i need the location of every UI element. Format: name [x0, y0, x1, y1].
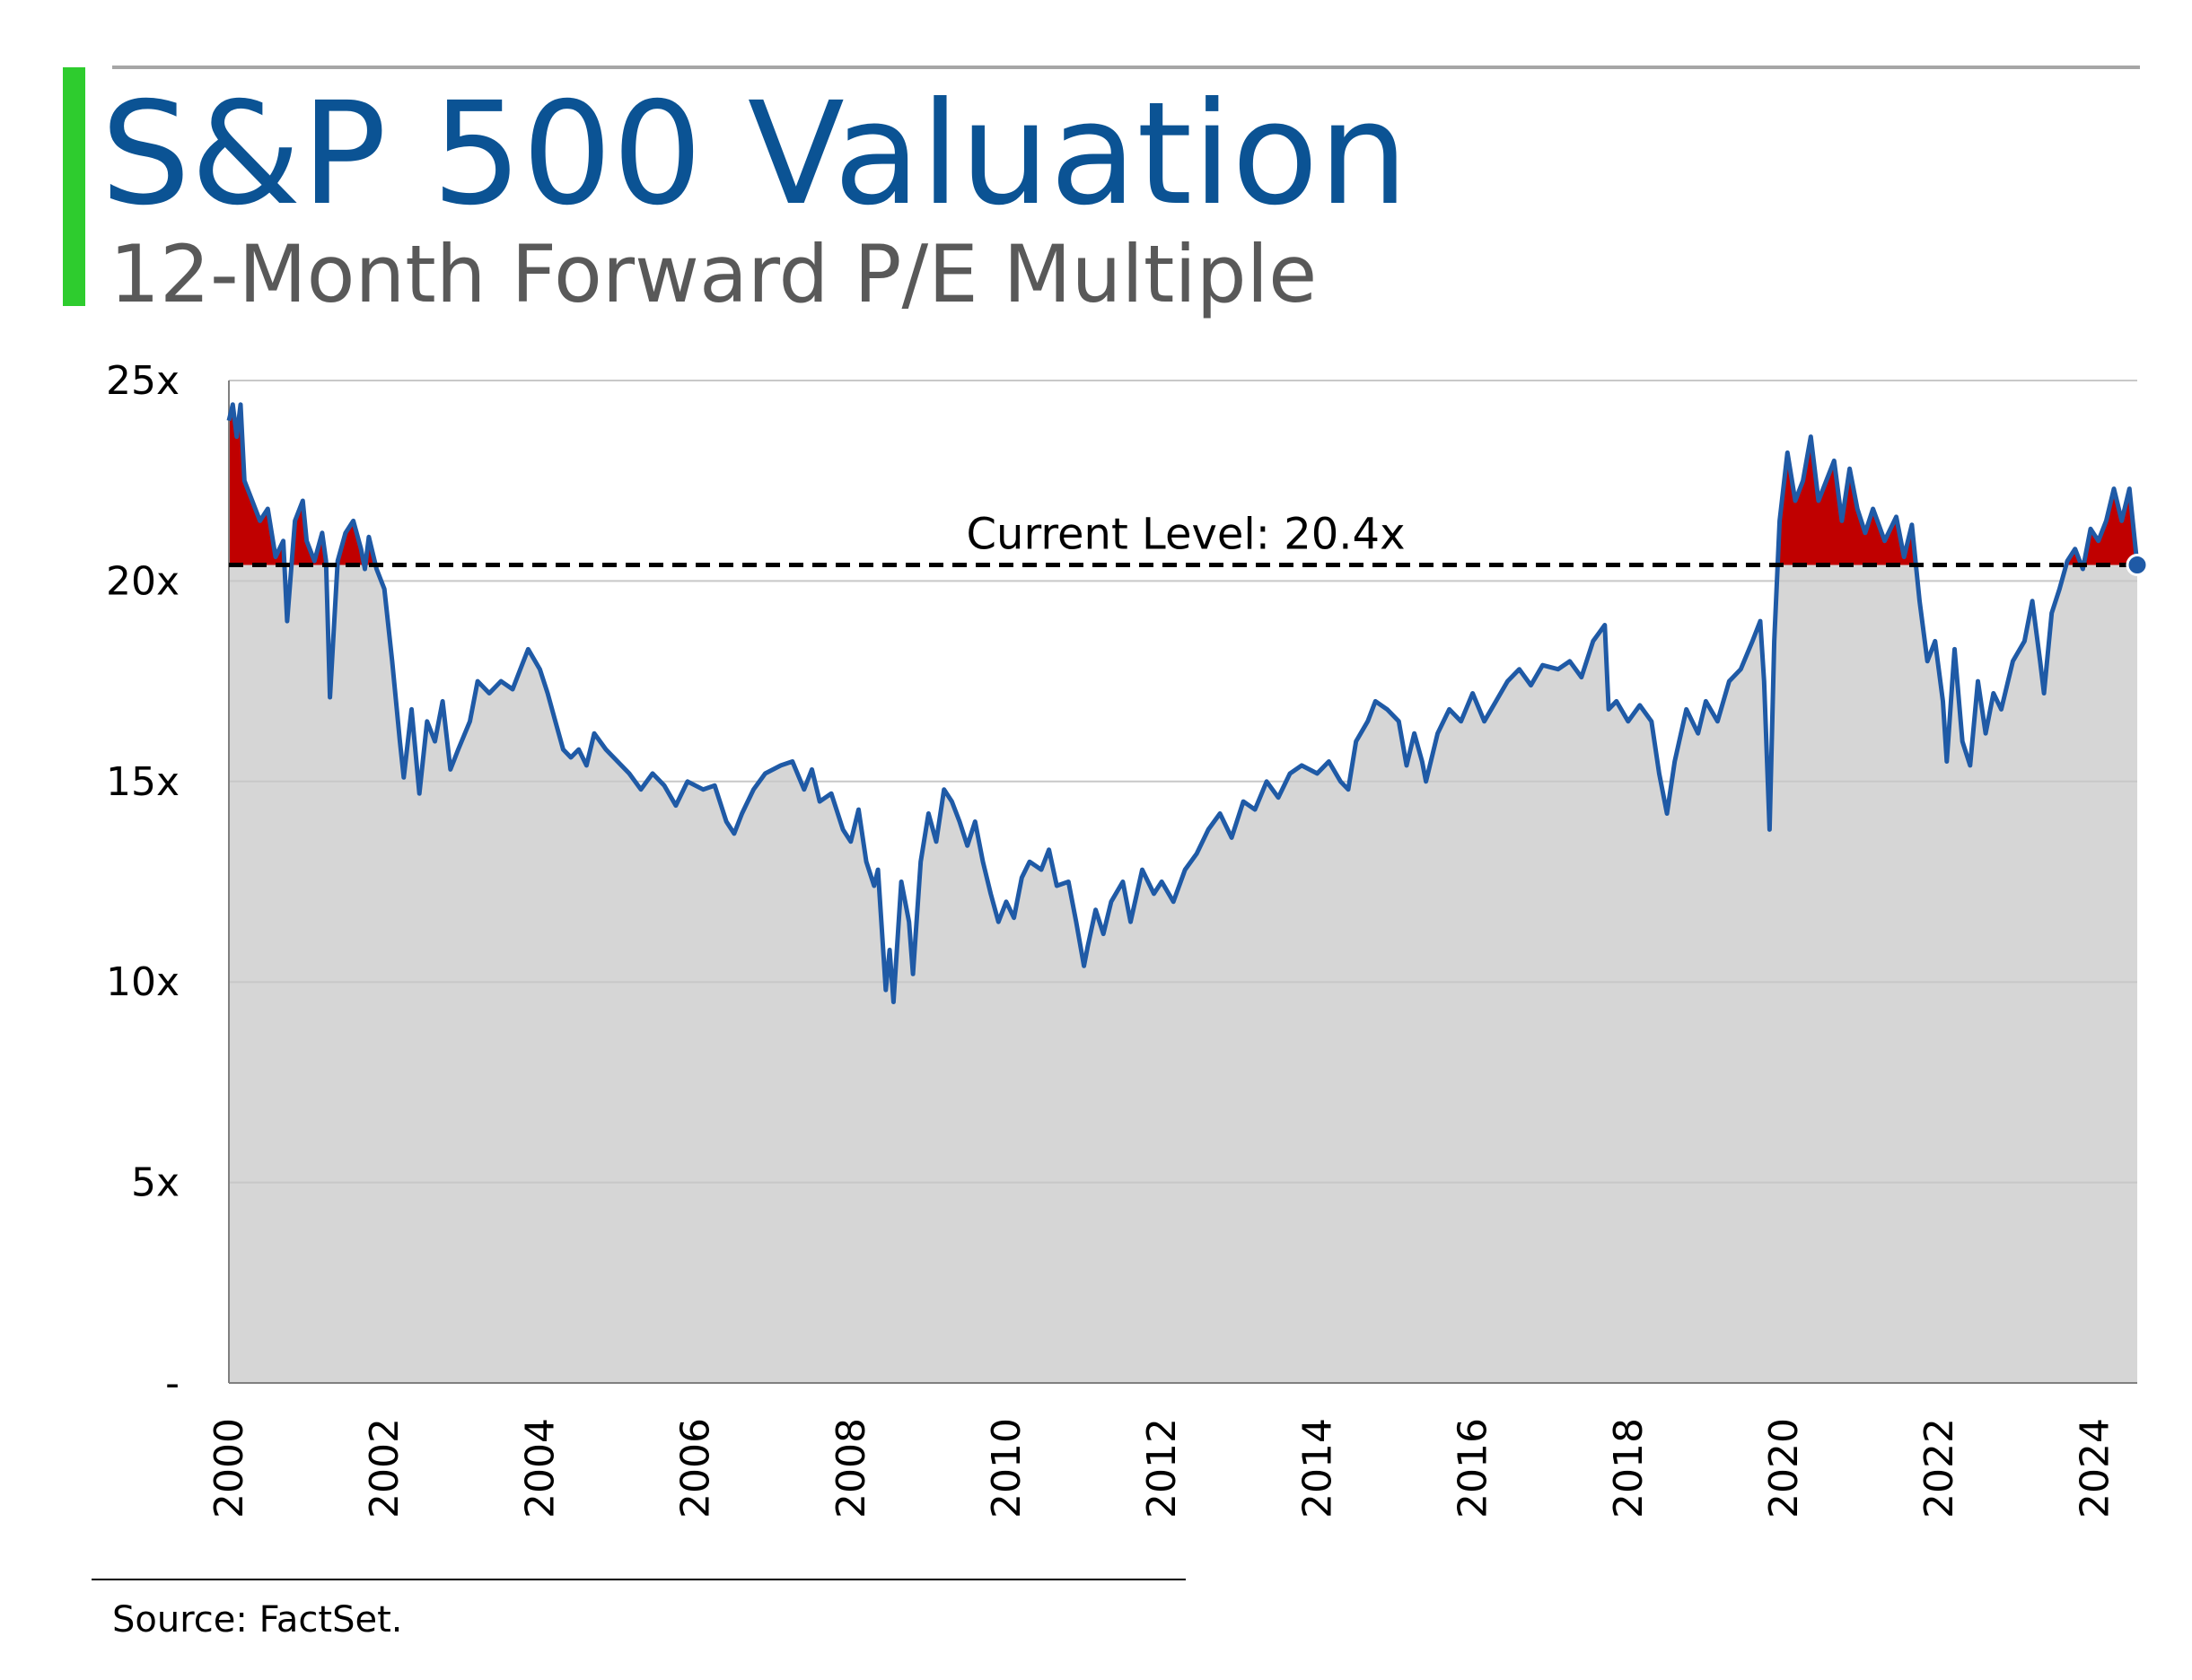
- area: [229, 404, 2137, 1383]
- source: Source: FactSet.: [112, 1599, 403, 1641]
- x-tick-label: 2000: [206, 1418, 252, 1518]
- x-tick-label: 2004: [517, 1418, 563, 1518]
- end-point: [2126, 554, 2149, 577]
- x-tick-label: 2016: [1451, 1418, 1496, 1518]
- y-tick-label: 20x: [106, 558, 180, 604]
- x-tick-label: 2008: [829, 1418, 874, 1518]
- chart-title: S&P 500 Valuation: [101, 72, 1408, 237]
- line: [226, 402, 2140, 1004]
- x-tick-label: 2020: [1761, 1418, 1807, 1518]
- y-tick-label: 10x: [106, 959, 180, 1005]
- y-tick-label: 25x: [106, 358, 180, 404]
- x-tick-label: 2002: [362, 1418, 408, 1518]
- x-tick-label: 2024: [2072, 1418, 2117, 1518]
- y-tick-label: 5x: [131, 1160, 180, 1206]
- x-tick-label: 2010: [984, 1418, 1030, 1518]
- x-tick-label: 2014: [1294, 1418, 1340, 1518]
- plot: - 5x 10x 15x 20x 25x Current Level: 20.4x 2000 2…: [106, 358, 2149, 1518]
- x-tick-label: 2018: [1606, 1418, 1652, 1518]
- y-tick-label: 15x: [106, 759, 180, 805]
- y-tick-label: -: [165, 1361, 180, 1406]
- x-tick-label: 2022: [1916, 1418, 1962, 1518]
- x-tick-label: 2006: [673, 1418, 719, 1518]
- chart-subtitle: 12-Month Forward P/E Multiple: [110, 228, 1317, 320]
- accent-bar: [63, 67, 85, 306]
- annotation: Current Level: 20.4x: [967, 510, 1406, 560]
- x-tick-label: 2012: [1139, 1418, 1185, 1518]
